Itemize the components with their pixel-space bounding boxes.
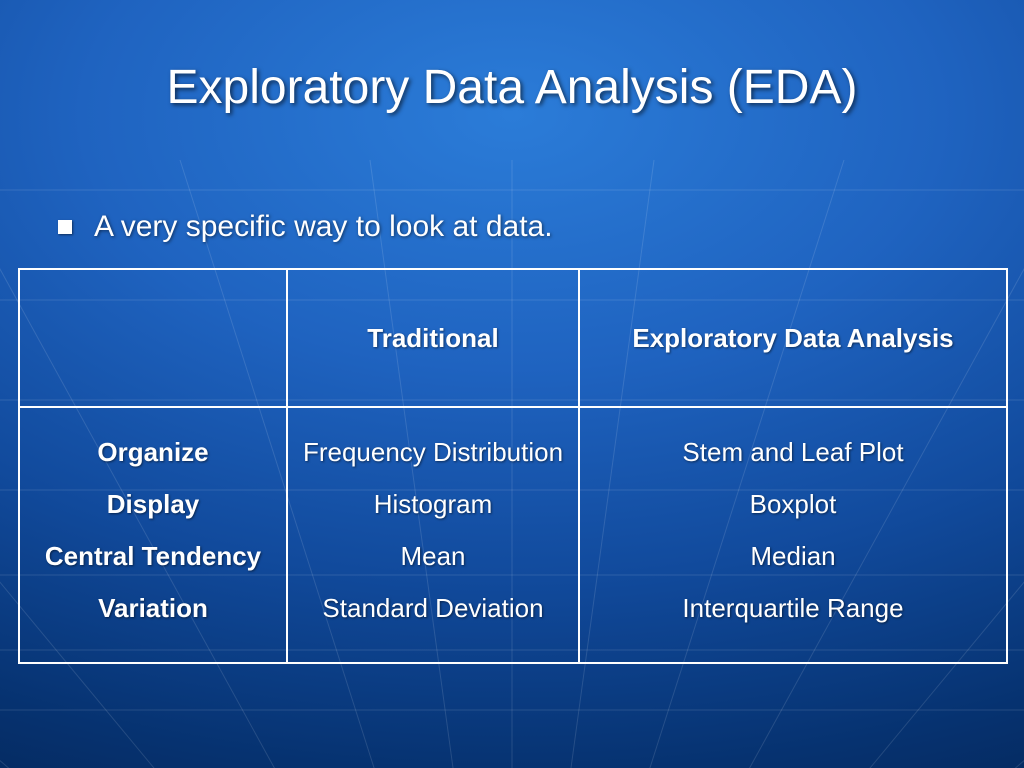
eda-cell: Stem and Leaf Plot Boxplot Median Interq… <box>579 407 1007 663</box>
table-value: Standard Deviation <box>294 582 572 634</box>
row-label: Organize <box>26 426 280 478</box>
bullet-text: A very specific way to look at data. <box>94 210 553 244</box>
table-value: Interquartile Range <box>586 582 1000 634</box>
row-labels-cell: Organize Display Central Tendency Variat… <box>19 407 287 663</box>
table-header-row: Traditional Exploratory Data Analysis <box>19 269 1007 407</box>
table-header-traditional: Traditional <box>287 269 579 407</box>
row-label: Central Tendency <box>26 530 280 582</box>
row-label: Variation <box>26 582 280 634</box>
traditional-cell: Frequency Distribution Histogram Mean St… <box>287 407 579 663</box>
table-header-blank <box>19 269 287 407</box>
table-value: Stem and Leaf Plot <box>586 426 1000 478</box>
table-value: Frequency Distribution <box>294 426 572 478</box>
table-header-eda: Exploratory Data Analysis <box>579 269 1007 407</box>
comparison-table: Traditional Exploratory Data Analysis Or… <box>18 268 1008 664</box>
table-value: Mean <box>294 530 572 582</box>
bullet-item: A very specific way to look at data. <box>58 210 553 244</box>
slide: Exploratory Data Analysis (EDA) A very s… <box>0 0 1024 768</box>
table-value: Boxplot <box>586 478 1000 530</box>
table-body-row: Organize Display Central Tendency Variat… <box>19 407 1007 663</box>
table-value: Median <box>586 530 1000 582</box>
square-bullet-icon <box>58 220 72 234</box>
table-value: Histogram <box>294 478 572 530</box>
row-label: Display <box>26 478 280 530</box>
slide-title: Exploratory Data Analysis (EDA) <box>0 60 1024 115</box>
